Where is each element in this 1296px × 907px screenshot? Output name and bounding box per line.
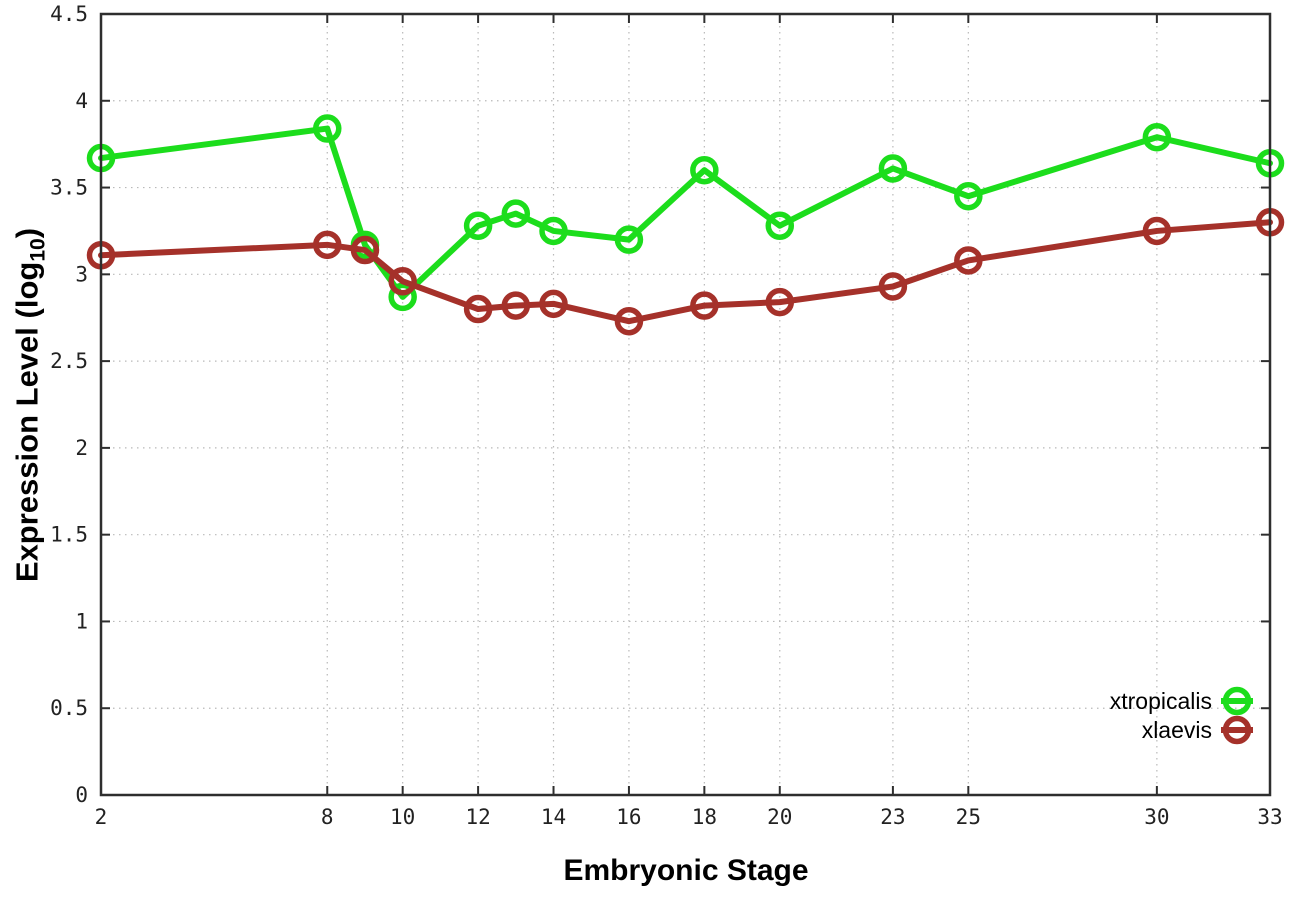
y-axis-label-subscript: 10 — [26, 238, 50, 262]
data-point-xlaevis — [1142, 216, 1172, 246]
data-point-xlaevis — [463, 294, 493, 324]
data-point-xlaevis — [954, 246, 983, 275]
data-point-xlaevis — [388, 267, 417, 296]
x-tick-label: 16 — [616, 805, 641, 829]
y-tick-label: 3.5 — [50, 176, 88, 200]
data-point-xtropicalis — [878, 154, 908, 183]
data-point-xtropicalis — [313, 114, 342, 143]
legend-label-xtropicalis: xtropicalis — [1110, 688, 1212, 714]
plot-border — [99, 12, 1272, 797]
series-line-xlaevis — [98, 219, 1273, 325]
x-tick-label: 23 — [880, 805, 905, 829]
x-tick-label: 10 — [390, 805, 415, 829]
x-axis-label: Embryonic Stage — [563, 854, 809, 887]
y-tick-label: 3 — [75, 262, 88, 286]
data-point-xlaevis — [690, 291, 719, 320]
y-tick-label: 4 — [75, 89, 88, 113]
x-tick-label: 8 — [321, 805, 334, 829]
data-point-xlaevis — [614, 306, 644, 336]
data-point-xlaevis — [539, 289, 568, 319]
data-point-xlaevis — [765, 287, 795, 317]
data-point-xtropicalis — [614, 225, 644, 254]
y-tick-label: 1.5 — [50, 523, 88, 547]
x-tick-label: 18 — [692, 805, 717, 829]
y-tick-label: 0 — [75, 783, 88, 807]
data-point-xtropicalis — [501, 199, 531, 228]
y-tick-label: 4.5 — [50, 2, 88, 26]
legend-marker-xlaevis — [1222, 715, 1252, 745]
y-tick-label: 2.5 — [50, 349, 88, 373]
x-tick-label: 2 — [95, 805, 108, 829]
series-line-xtropicalis — [98, 125, 1273, 300]
x-tick-label: 12 — [465, 805, 490, 829]
x-tick-label: 14 — [541, 805, 566, 829]
x-tick-label: 33 — [1257, 805, 1282, 829]
data-point-xtropicalis — [690, 155, 719, 185]
y-axis-label-close: ) — [9, 227, 45, 239]
y-tick-label: 1 — [75, 609, 88, 633]
data-point-xtropicalis — [1142, 122, 1172, 152]
y-axis-label-text: Expression Level (log — [9, 261, 45, 583]
x-tick-label: 20 — [767, 805, 792, 829]
x-tick-label: 25 — [956, 805, 981, 829]
data-point-xlaevis — [350, 235, 380, 265]
data-point-xtropicalis — [539, 216, 568, 246]
y-tick-label: 2 — [75, 436, 88, 460]
data-point-xtropicalis — [765, 211, 795, 240]
data-point-xlaevis — [501, 291, 531, 320]
data-point-xtropicalis — [463, 211, 493, 240]
y-axis-label: Expression Level (log10) — [9, 228, 50, 582]
data-point-xlaevis — [313, 230, 342, 260]
legend-label-xlaevis: xlaevis — [1142, 717, 1212, 743]
y-tick-label: 0.5 — [50, 696, 88, 720]
x-tick-label: 30 — [1144, 805, 1169, 829]
data-point-xlaevis — [878, 272, 908, 301]
data-point-xtropicalis — [954, 181, 983, 211]
legend-marker-xtropicalis — [1222, 686, 1252, 716]
data-point-xtropicalis — [388, 282, 417, 312]
